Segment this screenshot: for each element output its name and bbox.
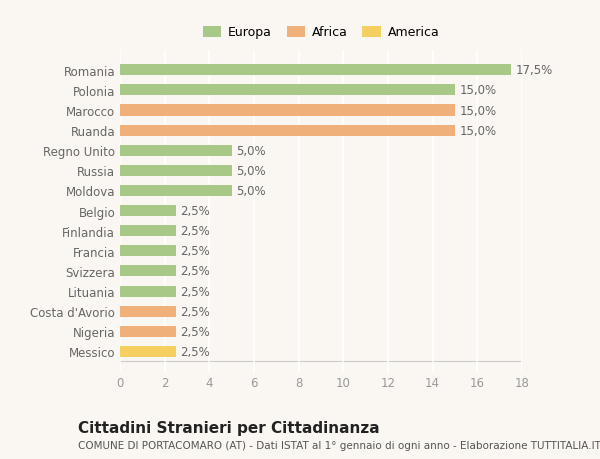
Text: Cittadini Stranieri per Cittadinanza: Cittadini Stranieri per Cittadinanza bbox=[78, 420, 380, 435]
Bar bbox=[120, 105, 455, 116]
Text: 17,5%: 17,5% bbox=[515, 64, 553, 77]
Text: 15,0%: 15,0% bbox=[460, 84, 497, 97]
Legend: Europa, Africa, America: Europa, Africa, America bbox=[198, 22, 444, 45]
Bar bbox=[120, 125, 455, 136]
Text: 15,0%: 15,0% bbox=[460, 104, 497, 117]
Text: 2,5%: 2,5% bbox=[180, 325, 210, 338]
Bar bbox=[120, 326, 176, 337]
Bar bbox=[120, 266, 176, 277]
Text: 2,5%: 2,5% bbox=[180, 205, 210, 218]
Text: 5,0%: 5,0% bbox=[236, 164, 266, 178]
Bar bbox=[120, 246, 176, 257]
Text: 5,0%: 5,0% bbox=[236, 145, 266, 157]
Bar bbox=[120, 306, 176, 317]
Text: 2,5%: 2,5% bbox=[180, 265, 210, 278]
Bar bbox=[120, 206, 176, 217]
Text: 2,5%: 2,5% bbox=[180, 285, 210, 298]
Bar bbox=[120, 226, 176, 237]
Bar bbox=[120, 146, 232, 157]
Text: 2,5%: 2,5% bbox=[180, 225, 210, 238]
Text: 2,5%: 2,5% bbox=[180, 345, 210, 358]
Bar bbox=[120, 85, 455, 96]
Text: 2,5%: 2,5% bbox=[180, 305, 210, 318]
Bar bbox=[120, 165, 232, 177]
Text: 15,0%: 15,0% bbox=[460, 124, 497, 137]
Bar bbox=[120, 346, 176, 357]
Bar bbox=[120, 65, 511, 76]
Bar bbox=[120, 185, 232, 196]
Bar bbox=[120, 286, 176, 297]
Text: COMUNE DI PORTACOMARO (AT) - Dati ISTAT al 1° gennaio di ogni anno - Elaborazion: COMUNE DI PORTACOMARO (AT) - Dati ISTAT … bbox=[78, 440, 600, 450]
Text: 5,0%: 5,0% bbox=[236, 185, 266, 197]
Text: 2,5%: 2,5% bbox=[180, 245, 210, 258]
